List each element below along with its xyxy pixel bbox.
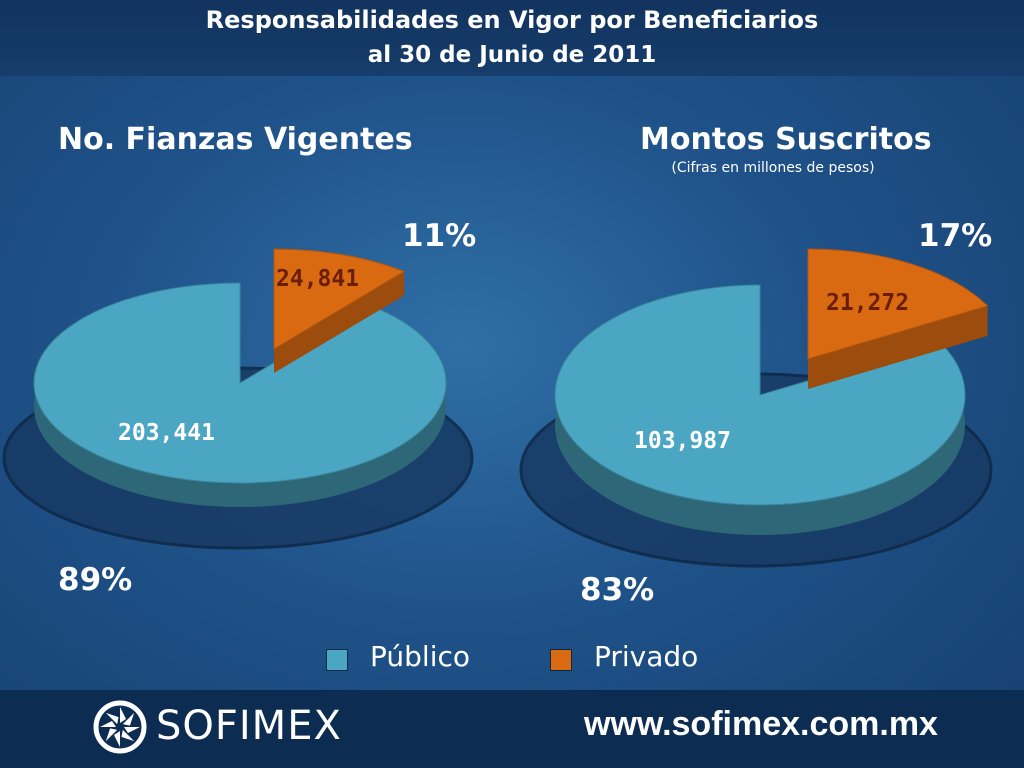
legend-swatch-privado <box>550 649 572 671</box>
pie-slice-público-0 <box>33 282 447 484</box>
pie-slice-privado-0 <box>273 248 406 350</box>
percent-label-publico-montos: 83% <box>580 572 655 608</box>
percent-label-privado-fianzas: 11% <box>402 218 477 254</box>
value-label-público-0: 203,441 <box>118 420 215 446</box>
chart-title-montos: Montos Suscritos <box>640 122 932 157</box>
chart-title-fianzas: No. Fianzas Vigentes <box>58 122 413 157</box>
pie-slice-edge-0-1-b <box>274 271 405 373</box>
header-bar: Responsabilidades en Vigor por Beneficia… <box>0 0 1024 76</box>
value-label-privado-1: 21,272 <box>826 290 909 316</box>
page-title: Responsabilidades en Vigor por Beneficia… <box>205 6 819 34</box>
percent-label-privado-montos: 17% <box>918 218 993 254</box>
page-subtitle: al 30 de Junio de 2011 <box>367 42 657 68</box>
chart-subtitle-montos: (Cifras en millones de pesos) <box>671 160 875 176</box>
value-label-público-1: 103,987 <box>634 428 731 454</box>
pie-slice-público-1 <box>554 284 966 506</box>
sofimex-logo-icon <box>93 700 147 754</box>
legend-label-privado: Privado <box>594 640 699 673</box>
percent-label-publico-fianzas: 89% <box>58 562 133 598</box>
legend-label-publico: Público <box>370 640 470 673</box>
brand-name: SOFIMEX <box>156 703 342 749</box>
website-link[interactable]: www.sofimex.com.mx <box>584 705 938 743</box>
footer-bar: SOFIMEX www.sofimex.com.mx <box>0 690 1024 768</box>
value-label-privado-0: 24,841 <box>276 266 359 292</box>
legend-swatch-publico <box>326 649 348 671</box>
pie-slice-privado-1 <box>807 248 989 360</box>
pie-slice-edge-1-1-b <box>808 305 988 389</box>
